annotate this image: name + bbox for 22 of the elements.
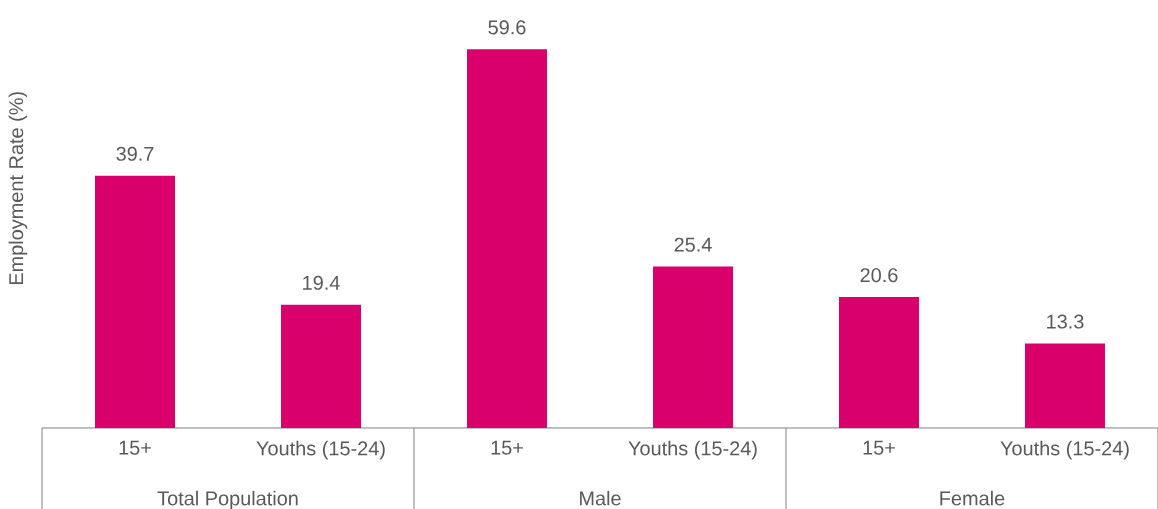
data-label: 25.4 [674, 237, 712, 252]
y-axis-title: Employment Rate (%) [8, 92, 28, 285]
bar [1024, 343, 1105, 428]
data-label: 20.6 [860, 268, 898, 283]
text: Female [940, 490, 1005, 506]
data-label: 39.7 [116, 146, 154, 161]
x-tick-label: 15+ [119, 440, 151, 455]
x-tick-label: Youths (15-24) [256, 440, 385, 460]
data-label: 59.6 [488, 20, 526, 35]
bar [652, 266, 733, 428]
bar [281, 304, 361, 428]
bar [95, 175, 176, 428]
bar [838, 297, 919, 428]
data-label: 13.3 [1047, 314, 1084, 329]
x-tick-label: Youths (15-24) [1000, 440, 1129, 460]
text: Male [580, 490, 621, 506]
x-tick-label: 15+ [863, 440, 895, 455]
bar [466, 49, 547, 428]
x-tick-label: Youths (15-24) [628, 440, 757, 460]
text: Total Population [157, 490, 298, 509]
x-tick-label: 15+ [491, 440, 523, 455]
data-label: 19.4 [303, 275, 340, 290]
